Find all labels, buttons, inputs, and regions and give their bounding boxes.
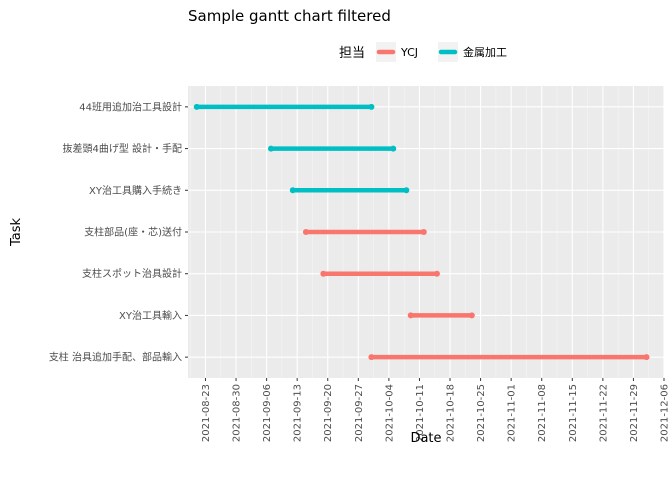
task-end-point: [403, 187, 410, 194]
x-tick-label: 2021-11-15: [568, 384, 579, 442]
task-start-point: [320, 270, 327, 277]
task-bar: [407, 312, 475, 319]
task-end-point: [468, 312, 475, 319]
task-start-point: [267, 145, 274, 152]
x-tick-label: 2021-09-06: [262, 384, 273, 442]
x-tick-label: 2021-10-04: [384, 384, 395, 442]
legend-label: YCJ: [400, 46, 418, 59]
y-tick-label: XY治工具購入手続き: [89, 184, 182, 197]
task-bar: [320, 270, 440, 277]
x-tick-label: 2021-12-06: [660, 384, 671, 442]
task-bar: [368, 354, 650, 361]
y-tick-label: 44班用追加治工具設計: [79, 100, 182, 113]
y-tick-label: 抜差頭4曲げ型 設計・手配: [62, 142, 182, 155]
task-end-point: [420, 229, 427, 235]
x-tick-label: 2021-11-22: [598, 384, 609, 442]
y-tick-label: XY治工具輸入: [119, 309, 182, 322]
task-start-point: [289, 187, 296, 194]
task-bar: [267, 145, 397, 152]
x-tick-label: 2021-09-20: [323, 384, 334, 442]
task-bar: [193, 103, 375, 110]
x-axis-title: Date: [410, 431, 441, 446]
y-axis-title: Task: [9, 218, 24, 248]
task-end-point: [390, 145, 397, 152]
x-tick-label: 2021-10-18: [446, 384, 457, 442]
task-start-point: [193, 103, 200, 110]
x-tick-label: 2021-11-08: [537, 384, 548, 442]
legend-label: 金属加工: [463, 45, 507, 59]
legend-item: YCJ: [376, 42, 418, 62]
x-tick-label: 2021-08-30: [232, 384, 243, 442]
task-end-point: [368, 103, 375, 110]
x-tick-label: 2021-09-13: [293, 384, 304, 442]
task-start-point: [407, 312, 414, 319]
x-tick-label: 2021-11-01: [507, 384, 518, 442]
task-bar: [302, 229, 427, 235]
y-tick-label: 支柱 治具追加手配、部品輸入: [49, 351, 182, 364]
task-end-point: [643, 354, 650, 361]
task-bar: [289, 187, 410, 194]
x-tick-label: 2021-10-25: [476, 384, 487, 442]
y-tick-label: 支柱スポット治具設計: [82, 267, 182, 280]
task-start-point: [302, 229, 309, 235]
legend-title: 担当: [339, 46, 365, 61]
x-tick-label: 2021-08-23: [201, 384, 212, 442]
y-tick-label: 支柱部品(座・芯)送付: [84, 226, 182, 239]
x-tick-label: 2021-11-29: [629, 384, 640, 442]
legend-item: 金属加工: [438, 42, 507, 62]
x-tick-label: 2021-09-27: [354, 384, 365, 442]
task-end-point: [433, 270, 440, 277]
task-start-point: [368, 354, 375, 361]
legend: 担当 YCJ 金属加工: [339, 42, 507, 62]
chart-title: Sample gantt chart filtered: [188, 7, 391, 25]
x-tick-label: 2021-10-11: [415, 384, 426, 442]
